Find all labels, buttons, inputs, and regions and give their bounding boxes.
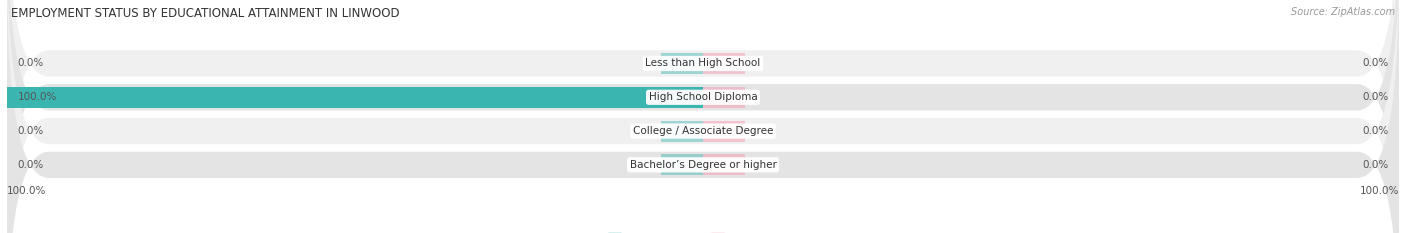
Text: 0.0%: 0.0% bbox=[1362, 92, 1389, 102]
Text: College / Associate Degree: College / Associate Degree bbox=[633, 126, 773, 136]
FancyBboxPatch shape bbox=[7, 0, 1399, 233]
Text: 0.0%: 0.0% bbox=[17, 126, 44, 136]
Bar bbox=[703, 121, 745, 141]
Bar bbox=[7, 87, 703, 108]
Legend: In Labor Force, Unemployed: In Labor Force, Unemployed bbox=[605, 229, 801, 233]
Bar bbox=[703, 53, 745, 74]
Text: 0.0%: 0.0% bbox=[1362, 58, 1389, 69]
Bar bbox=[661, 121, 703, 141]
FancyBboxPatch shape bbox=[7, 0, 1399, 233]
Text: 0.0%: 0.0% bbox=[1362, 126, 1389, 136]
Bar bbox=[661, 53, 703, 74]
Text: Less than High School: Less than High School bbox=[645, 58, 761, 69]
Text: Source: ZipAtlas.com: Source: ZipAtlas.com bbox=[1291, 7, 1395, 17]
Bar bbox=[703, 154, 745, 175]
Text: 0.0%: 0.0% bbox=[1362, 160, 1389, 170]
Text: 100.0%: 100.0% bbox=[7, 186, 46, 196]
Bar bbox=[703, 87, 745, 108]
Text: 100.0%: 100.0% bbox=[17, 92, 56, 102]
FancyBboxPatch shape bbox=[7, 0, 1399, 233]
Text: Bachelor’s Degree or higher: Bachelor’s Degree or higher bbox=[630, 160, 776, 170]
Text: 0.0%: 0.0% bbox=[17, 160, 44, 170]
Text: 0.0%: 0.0% bbox=[17, 58, 44, 69]
Text: EMPLOYMENT STATUS BY EDUCATIONAL ATTAINMENT IN LINWOOD: EMPLOYMENT STATUS BY EDUCATIONAL ATTAINM… bbox=[11, 7, 399, 20]
Text: 100.0%: 100.0% bbox=[1360, 186, 1399, 196]
Bar bbox=[661, 154, 703, 175]
Text: High School Diploma: High School Diploma bbox=[648, 92, 758, 102]
FancyBboxPatch shape bbox=[7, 0, 1399, 233]
